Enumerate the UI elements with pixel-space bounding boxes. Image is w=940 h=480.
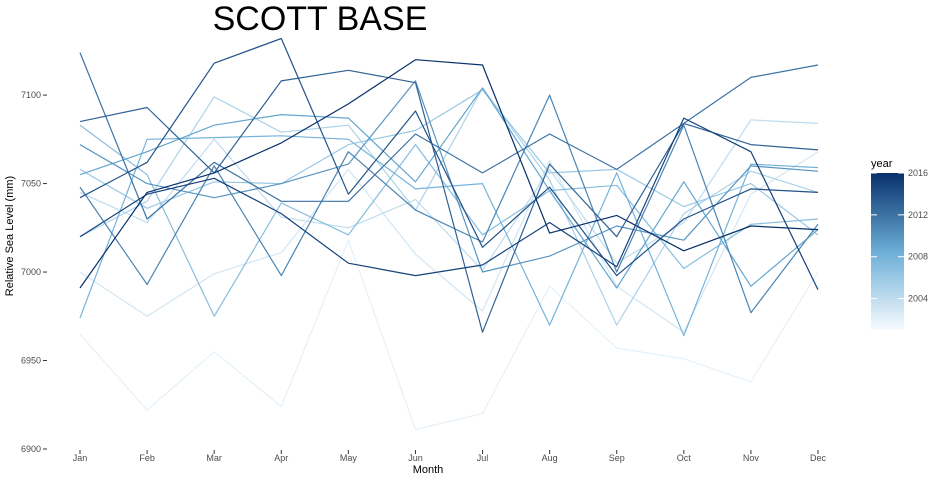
legend-colorbar [871,173,904,330]
y-axis-label: Relative Sea Level (mm) [4,176,16,296]
x-tick-label: Nov [743,453,760,463]
series-line-2002 [79,239,819,431]
y-tick-label: 7100 [21,90,41,100]
series-line-2014 [79,37,819,277]
legend-ticks: 2004 2008 2012 2016 [871,168,928,304]
x-tick-label: May [340,453,358,463]
year-legend: year 2004 2008 2012 2016 [871,158,928,330]
series-line-2012 [79,52,819,220]
x-tick-label: Aug [542,453,558,463]
y-tick-label: 7050 [21,179,41,189]
series-line-2016 [79,59,819,289]
series-line-2003 [79,151,819,333]
series-lines [79,37,819,431]
x-tick-label: Feb [139,453,155,463]
legend-tick-label: 2004 [908,294,928,304]
legend-tick-label: 2008 [908,252,928,262]
legend-tick-label: 2016 [908,168,928,178]
y-tick-label: 7000 [21,267,41,277]
x-tick-label: Sep [609,453,625,463]
series-line-2006 [79,89,819,236]
series-line-2010 [79,80,819,273]
x-tick-label: Oct [677,453,692,463]
legend-tick-label: 2012 [908,210,928,220]
x-tick-label: Apr [274,453,288,463]
series-line-2004 [79,119,819,271]
series-line-2005 [79,87,819,326]
series-line-2009 [79,87,819,289]
x-tick-label: Jul [477,453,489,463]
series-line-2015 [79,117,819,290]
series-line-2013 [79,69,819,333]
series-line-2011 [79,94,819,314]
y-tick-label: 6900 [21,444,41,454]
y-tick-label: 6950 [21,356,41,366]
series-line-2007 [79,124,819,317]
x-tick-label: Mar [206,453,222,463]
x-tick-label: Jun [408,453,423,463]
x-axis-label: Month [413,464,444,476]
x-tick-label: Dec [810,453,827,463]
x-axis: Jan Feb Mar Apr May Jun Jul Aug Sep Oct Nov Dec [73,450,827,463]
legend-title: year [871,158,893,170]
x-tick-label: Jan [73,453,88,463]
series-line-2008 [79,135,819,337]
chart-title: SCOTT BASE [213,0,428,38]
y-axis: 6900 6950 7000 7050 7100 [21,90,47,454]
